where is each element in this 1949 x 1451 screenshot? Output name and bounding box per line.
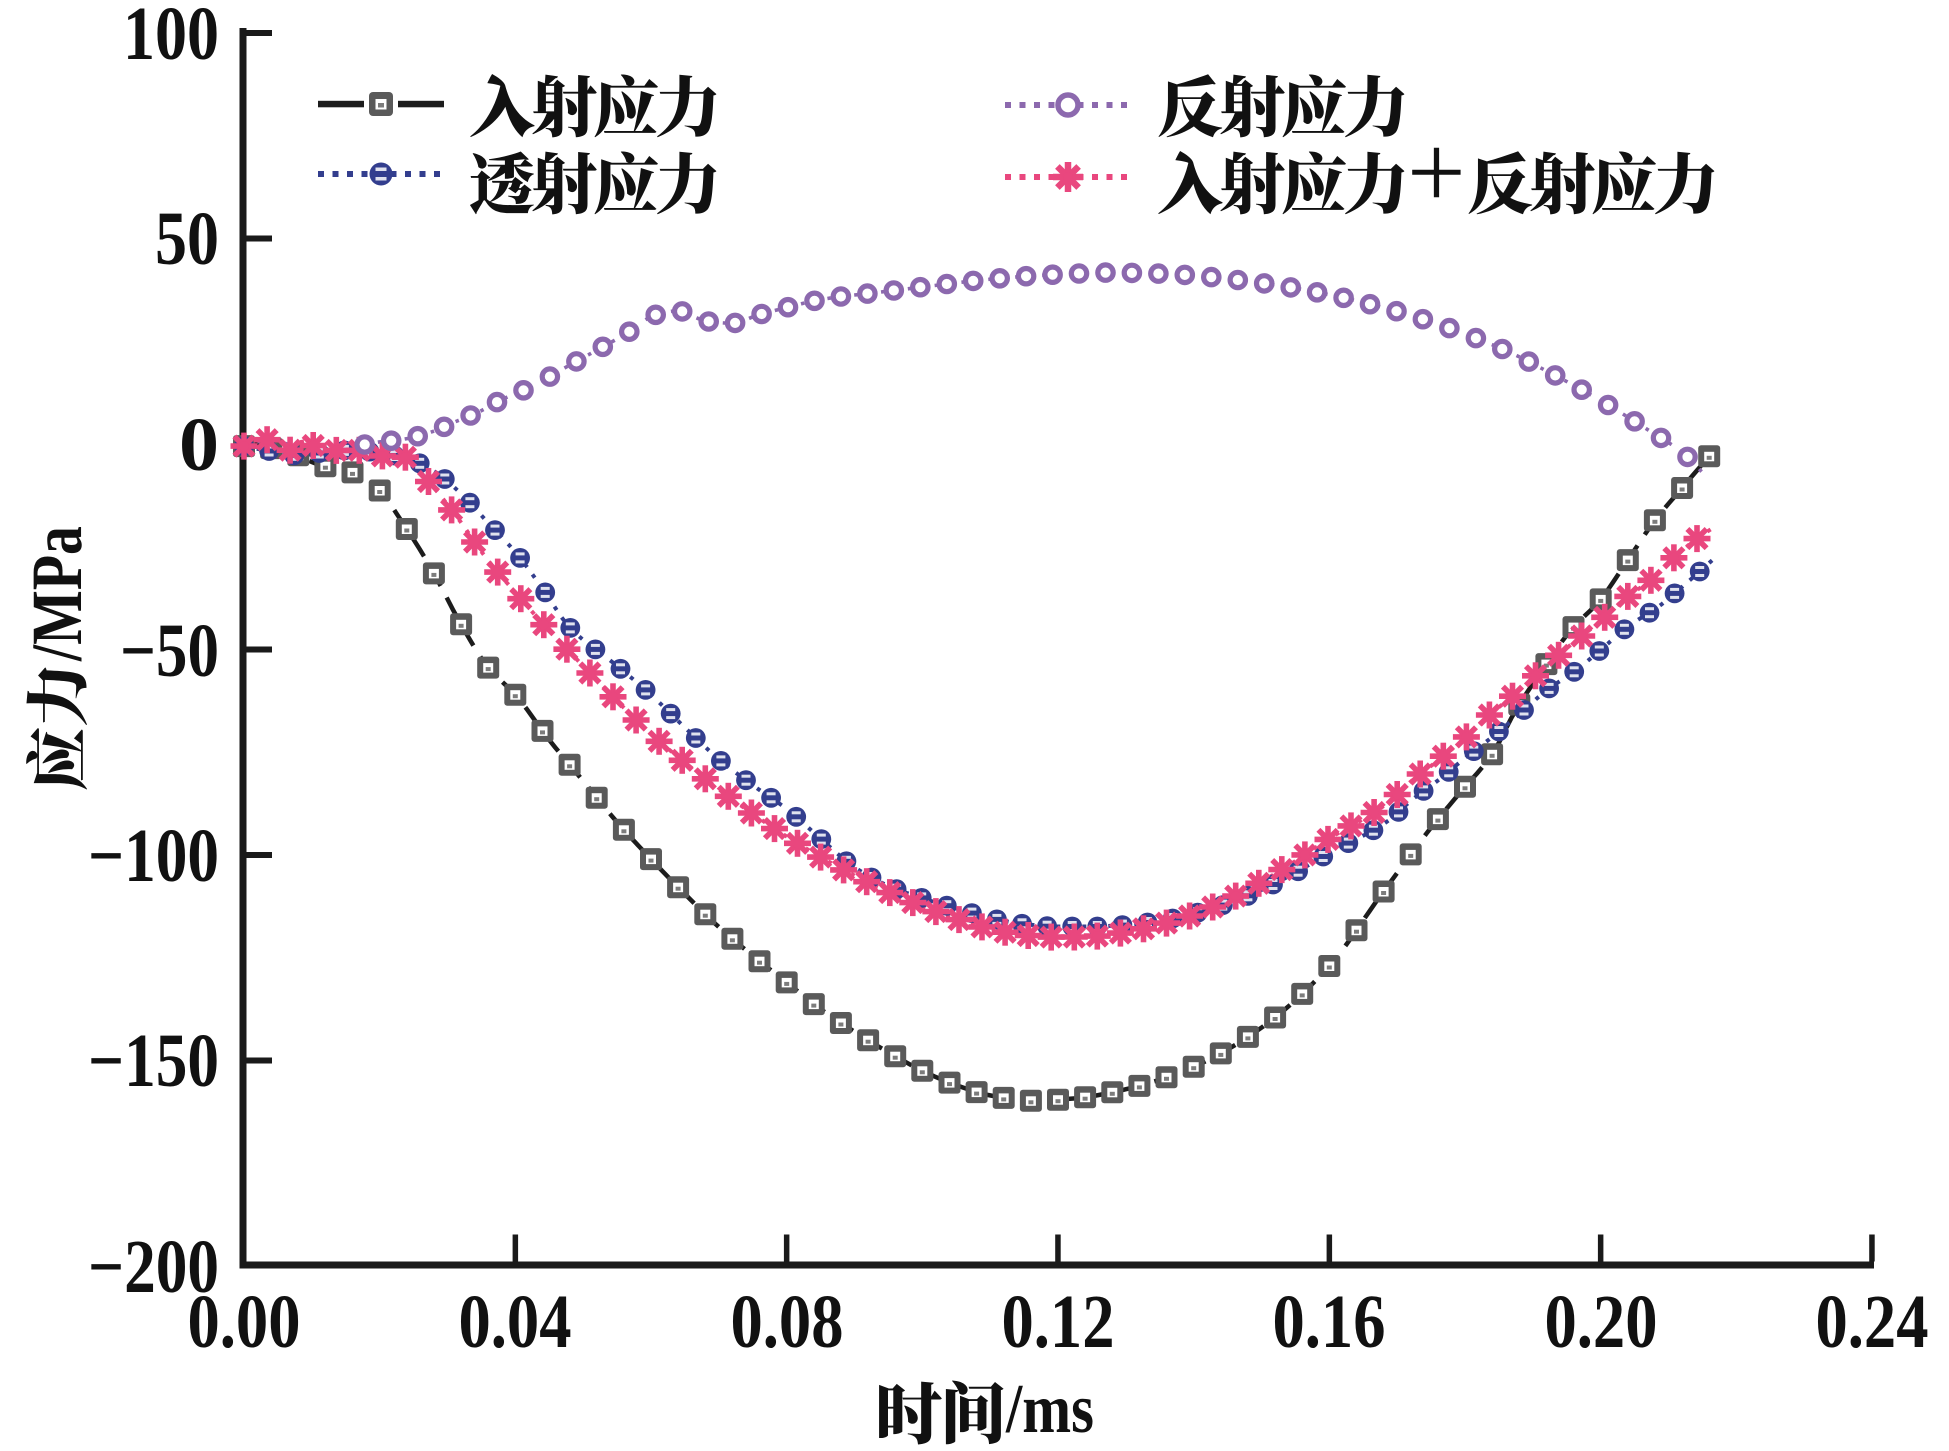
svg-text:−200: −200 — [88, 1225, 219, 1309]
svg-text:0.20: 0.20 — [1545, 1280, 1658, 1364]
svg-text:−150: −150 — [88, 1019, 219, 1103]
svg-text:0.12: 0.12 — [1002, 1280, 1115, 1364]
svg-text:50: 50 — [155, 197, 219, 281]
svg-text:0.04: 0.04 — [459, 1280, 572, 1364]
svg-text:0.00: 0.00 — [188, 1280, 301, 1364]
svg-text:−50: −50 — [120, 609, 219, 693]
svg-text:0: 0 — [179, 403, 219, 487]
svg-text:0.08: 0.08 — [731, 1280, 844, 1364]
svg-text:0.24: 0.24 — [1816, 1280, 1929, 1364]
svg-text:−100: −100 — [88, 814, 219, 898]
svg-text:/MPa: /MPa — [17, 526, 97, 662]
svg-text:100: 100 — [123, 0, 219, 76]
svg-text:0.16: 0.16 — [1273, 1280, 1386, 1364]
svg-text:/ms: /ms — [1005, 1371, 1094, 1446]
